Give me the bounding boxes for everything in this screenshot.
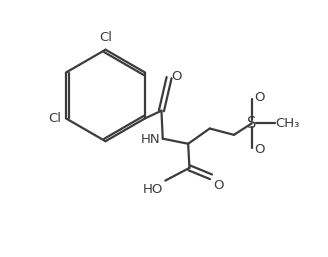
Text: Cl: Cl [48, 112, 61, 125]
Text: O: O [213, 179, 224, 192]
Text: S: S [247, 116, 256, 131]
Text: HN: HN [141, 133, 160, 146]
Text: CH₃: CH₃ [276, 117, 300, 130]
Text: O: O [172, 70, 182, 83]
Text: Cl: Cl [99, 31, 112, 44]
Text: O: O [254, 143, 265, 156]
Text: O: O [254, 91, 265, 104]
Text: HO: HO [143, 183, 163, 196]
